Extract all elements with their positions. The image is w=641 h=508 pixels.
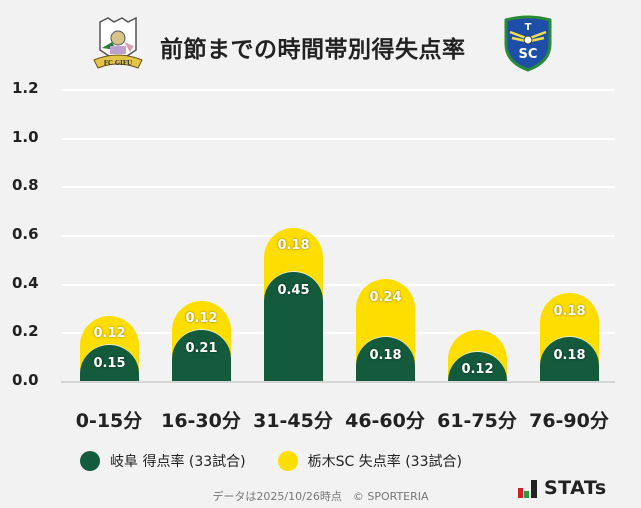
- bar-16-30[interactable]: 0.12 0.21: [172, 301, 231, 381]
- bar-segment-home: [540, 336, 599, 381]
- x-tick-label: 76-90分: [529, 410, 609, 432]
- gridline: [61, 284, 615, 286]
- y-tick-label: 0.0: [12, 371, 39, 389]
- y-tick-label: 0.4: [12, 274, 39, 292]
- value-label-home: 0.18: [369, 348, 402, 363]
- y-tick-label: 0.8: [12, 176, 39, 194]
- data-source-note: データは2025/10/26時点 © SPORTERIA: [212, 490, 429, 503]
- value-label-home: 0.15: [93, 356, 126, 371]
- stats-bars-icon: [518, 480, 537, 498]
- gridline: [61, 89, 615, 91]
- y-tick-label: 0.2: [12, 322, 39, 340]
- x-tick-label: 0-15分: [75, 410, 143, 432]
- gridline: [61, 138, 615, 140]
- x-tick-label: 31-45分: [253, 410, 333, 432]
- legend-item-home[interactable]: 岐阜 得点率 (33試合): [80, 451, 246, 471]
- chart-title: 前節までの時間帯別得失点率: [160, 37, 466, 63]
- chart-legend: 岐阜 得点率 (33試合) 栃木SC 失点率 (33試合): [80, 450, 494, 472]
- svg-text:SC: SC: [519, 47, 538, 62]
- legend-item-away[interactable]: 栃木SC 失点率 (33試合): [277, 451, 462, 471]
- fc-gifu-crest-icon: FC GIFU: [93, 16, 143, 69]
- value-label-home: 0.18: [553, 348, 586, 363]
- stats-brand-text: STATs: [544, 477, 607, 499]
- bar-31-45[interactable]: 0.18 0.45: [264, 228, 323, 381]
- value-label-away: 0.12: [185, 311, 218, 326]
- bar-segment-home: [356, 336, 415, 381]
- stats-brand-logo: STATs: [518, 478, 607, 498]
- value-label-home: 0.21: [185, 341, 218, 356]
- value-label-away: 0.18: [553, 304, 586, 319]
- legend-dot-away-icon: [277, 451, 298, 471]
- svg-text:FC GIFU: FC GIFU: [104, 60, 133, 67]
- bar-76-90[interactable]: 0.18 0.18: [540, 293, 599, 381]
- bar-segment-home: [172, 329, 231, 381]
- gridline: [61, 332, 615, 334]
- value-label-away: 0.18: [277, 238, 310, 253]
- legend-label-home: 岐阜 得点率 (33試合): [110, 454, 246, 470]
- value-label-away: 0.12: [93, 326, 126, 341]
- gridline: [61, 235, 615, 237]
- x-tick-label: 46-60分: [345, 410, 425, 432]
- bar-61-75[interactable]: 0.12: [448, 330, 507, 381]
- y-tick-label: 1.2: [12, 79, 39, 97]
- svg-text:T: T: [525, 22, 532, 33]
- x-axis-baseline: [61, 381, 615, 383]
- legend-dot-home-icon: [80, 451, 100, 471]
- bar-46-60[interactable]: 0.24 0.18: [356, 279, 415, 381]
- value-label-away: 0.24: [369, 290, 402, 305]
- bar-0-15[interactable]: 0.12 0.15: [80, 316, 139, 381]
- value-label-home: 0.45: [277, 283, 310, 298]
- tochigi-sc-crest-icon: T SC: [504, 15, 552, 72]
- y-tick-label: 1.0: [12, 128, 39, 146]
- bar-segment-home: [264, 271, 323, 381]
- chart-header: FC GIFU 前節までの時間帯別得失点率 T SC: [0, 12, 641, 74]
- legend-label-away: 栃木SC 失点率 (33試合): [307, 454, 462, 470]
- value-label-home: 0.12: [461, 362, 494, 377]
- y-tick-label: 0.6: [12, 225, 39, 243]
- x-tick-label: 61-75分: [437, 410, 517, 432]
- x-tick-label: 16-30分: [161, 410, 241, 432]
- gridline: [61, 186, 615, 188]
